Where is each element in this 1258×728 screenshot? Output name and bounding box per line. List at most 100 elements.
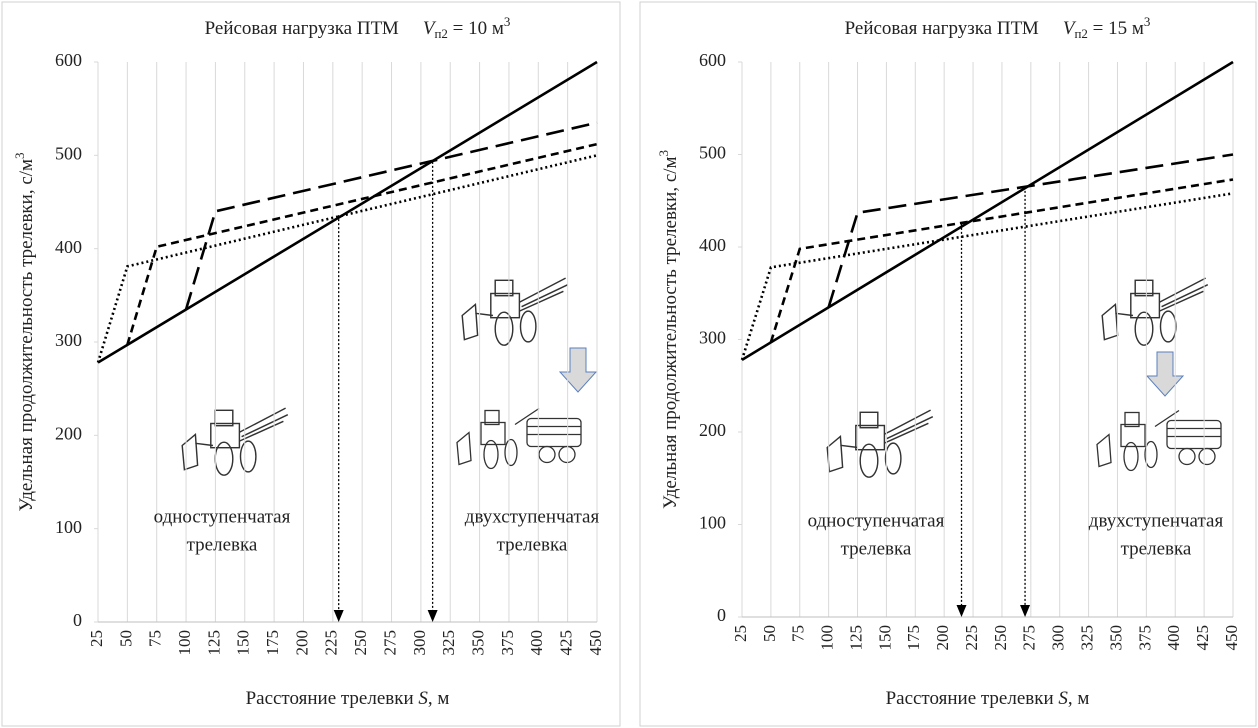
x-label-rest: , м	[1068, 688, 1090, 709]
x-tick-label: 450	[586, 630, 605, 656]
x-tick-label: 375	[498, 630, 517, 656]
series-line	[769, 178, 1234, 343]
annotation: трелевка	[1121, 538, 1192, 559]
x-tick-label: 25	[731, 625, 750, 642]
tractor-icon	[181, 407, 289, 476]
x-tick-label: 75	[146, 630, 165, 647]
x-tick-label: 175	[263, 630, 282, 656]
title-variable: V	[423, 18, 437, 39]
x-tick-label: 400	[1164, 625, 1183, 651]
x-tick-label: 275	[380, 630, 399, 656]
x-tick-label: 25	[87, 630, 106, 647]
forwarder-icon	[1096, 409, 1222, 472]
tractor-icon	[826, 409, 934, 478]
drop-arrowhead	[956, 605, 967, 617]
x-tick-label: 225	[962, 625, 981, 651]
y-label-superscript: 3	[656, 150, 671, 157]
y-label-superscript: 3	[12, 152, 27, 159]
x-tick-label: 50	[116, 630, 135, 647]
x-tick-label: 150	[875, 625, 894, 651]
x-tick-label: 250	[991, 625, 1010, 651]
annotation: одноступенчатая	[154, 506, 291, 527]
drop-arrowhead	[333, 610, 344, 622]
series-line	[96, 154, 598, 363]
x-tick-label: 200	[292, 630, 311, 656]
x-tick-label: 325	[1077, 625, 1096, 651]
x-tick-label: 350	[1106, 625, 1125, 651]
y-tick-label: 200	[699, 420, 726, 440]
annotation: трелевка	[841, 538, 912, 559]
series-line	[740, 192, 1234, 361]
series-line	[741, 60, 1234, 361]
title-rest: = 15 м	[1088, 18, 1144, 39]
annotation: трелевка	[497, 534, 568, 555]
x-tick-label: 175	[904, 625, 923, 651]
y-tick-label: 500	[699, 143, 726, 163]
x-tick-label: 100	[818, 625, 837, 651]
y-tick-label: 600	[699, 50, 726, 70]
y-tick-label: 300	[55, 330, 82, 350]
x-tick-label: 125	[204, 630, 223, 656]
forwarder-icon	[456, 407, 582, 470]
annotation: трелевка	[187, 534, 258, 555]
title-variable: V	[1063, 18, 1077, 39]
title-subscript: п2	[1074, 26, 1087, 41]
tractor-icon	[1101, 277, 1209, 346]
y-tick-label: 500	[55, 143, 82, 163]
x-tick-label: 125	[846, 625, 865, 651]
annotation: двухступенчатая	[1089, 510, 1224, 531]
y-tick-label: 100	[699, 513, 726, 533]
x-label-variable: S	[418, 688, 428, 709]
y-tick-label: 200	[55, 423, 82, 443]
transition-arrow	[1145, 351, 1185, 397]
series-line	[184, 121, 598, 310]
x-tick-label: 375	[1135, 625, 1154, 651]
x-axis-label: Расстояние трелевки S, м	[246, 688, 450, 709]
x-tick-label: 425	[1193, 625, 1212, 651]
y-tick-label: 300	[699, 328, 726, 348]
x-label-text: Расстояние трелевки	[246, 688, 419, 709]
y-axis-label: Удельная продолжительность трелевки, с/м…	[656, 150, 681, 509]
x-tick-label: 350	[468, 630, 487, 656]
x-axis-label: Расстояние трелевки S, м	[886, 688, 1090, 709]
x-tick-label: 200	[933, 625, 952, 651]
series-line	[827, 153, 1234, 308]
x-tick-label: 450	[1222, 625, 1241, 651]
title-superscript: 3	[504, 14, 511, 29]
y-tick-label: 600	[55, 50, 82, 70]
y-tick-label: 400	[55, 237, 82, 257]
tractor-icon	[461, 277, 569, 346]
drop-arrowhead	[427, 610, 438, 622]
x-tick-label: 50	[760, 625, 779, 642]
x-tick-label: 150	[234, 630, 253, 656]
transition-arrow	[558, 347, 598, 393]
x-tick-label: 325	[439, 630, 458, 656]
x-tick-label: 225	[322, 630, 341, 656]
x-tick-label: 425	[557, 630, 576, 656]
title-text: Рейсовая нагрузка ПТМ	[205, 18, 399, 39]
x-label-variable: S	[1058, 688, 1068, 709]
title-text: Рейсовая нагрузка ПТМ	[845, 18, 1039, 39]
chart-title: Рейсовая нагрузка ПТМ Vп2 = 15 м3	[845, 14, 1151, 41]
y-tick-label: 400	[699, 235, 726, 255]
y-label-text: Удельная продолжительность трелевки, с/м	[16, 159, 37, 512]
annotation: одноступенчатая	[808, 510, 945, 531]
y-axis-label: Удельная продолжительность трелевки, с/м…	[12, 152, 37, 511]
x-tick-label: 300	[410, 630, 429, 656]
panel-frame	[639, 1, 1257, 727]
annotation: двухступенчатая	[465, 506, 600, 527]
x-tick-label: 275	[1020, 625, 1039, 651]
title-subscript: п2	[434, 26, 447, 41]
y-label-text: Удельная продолжительность трелевки, с/м	[660, 156, 681, 509]
title-superscript: 3	[1144, 14, 1151, 29]
panel-frame	[1, 1, 621, 727]
y-tick-label: 100	[55, 517, 82, 537]
x-tick-label: 100	[175, 630, 194, 656]
x-label-text: Расстояние трелевки	[886, 688, 1059, 709]
x-tick-label: 400	[527, 630, 546, 656]
x-tick-label: 300	[1049, 625, 1068, 651]
chart-title: Рейсовая нагрузка ПТМ Vп2 = 10 м3	[205, 14, 511, 41]
series-line	[126, 142, 598, 346]
